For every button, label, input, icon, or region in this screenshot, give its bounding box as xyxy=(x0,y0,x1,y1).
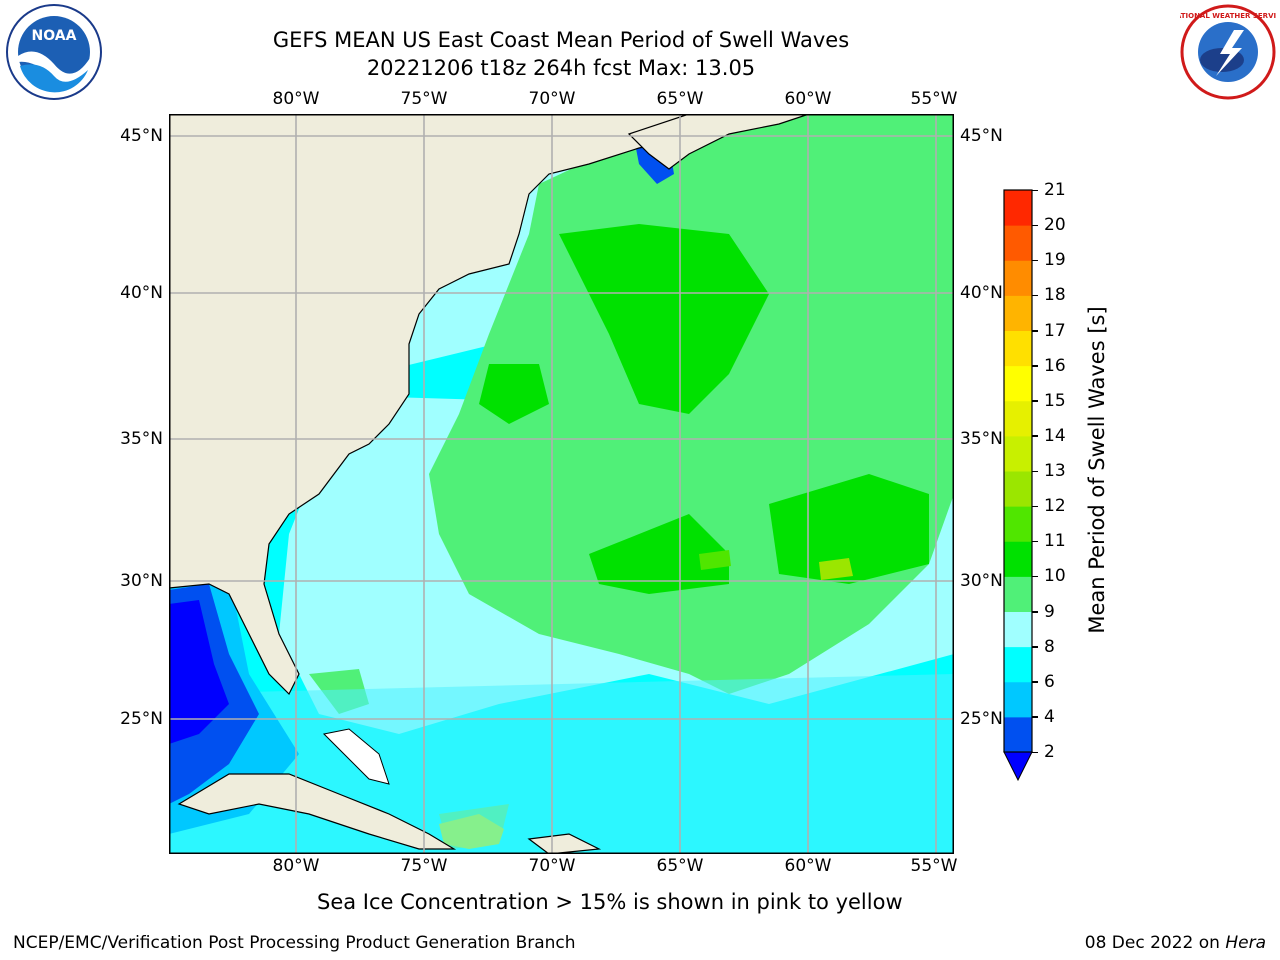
footer-credit: NCEP/EMC/Verification Post Processing Pr… xyxy=(13,933,576,953)
colorbar-segment xyxy=(1004,260,1032,296)
lat-tick-left: 35°N xyxy=(120,429,163,449)
colorbar-tick-label: 11 xyxy=(1044,531,1066,552)
colorbar-tick xyxy=(1032,189,1038,191)
colorbar-tick xyxy=(1032,681,1038,683)
map-frame xyxy=(169,114,954,854)
lon-tick-top: 70°W xyxy=(528,89,576,109)
contour-10-11 xyxy=(559,224,769,414)
colorbar-tick-label: 13 xyxy=(1044,461,1066,481)
colorbar-tick-label: 6 xyxy=(1044,671,1055,692)
colorbar-tick-label: 15 xyxy=(1044,390,1066,411)
colorbar-segment xyxy=(1004,330,1032,367)
colorbar-tick xyxy=(1032,646,1038,648)
colorbar-segment xyxy=(1004,190,1032,226)
lon-tick-bottom: 75°W xyxy=(400,856,448,876)
noaa-logo: NOAA xyxy=(6,4,102,100)
colorbar-tick xyxy=(1032,751,1038,753)
chart-subtitle: 20221206 t18z 264h fcst Max: 13.05 xyxy=(366,56,756,80)
land-north-america xyxy=(169,114,690,696)
colorbar-tick xyxy=(1032,330,1038,332)
lon-tick-bottom: 70°W xyxy=(528,856,576,876)
colorbar-tick-label: 18 xyxy=(1044,285,1066,306)
colorbar-segment xyxy=(1004,611,1032,648)
land-bahamas xyxy=(322,728,390,785)
colorbar-tick-label: 14 xyxy=(1044,425,1066,446)
colorbar-segment xyxy=(1004,400,1032,437)
land-nova-scotia xyxy=(627,114,810,170)
colorbar-segment xyxy=(1004,716,1032,753)
nws-logo-text: NATIONAL WEATHER SERVICE xyxy=(1180,12,1276,20)
colorbar-tick xyxy=(1032,470,1038,472)
lon-tick-top: 80°W xyxy=(272,89,320,109)
lon-tick-bottom: 60°W xyxy=(784,856,832,876)
colorbar-tick-label: 9 xyxy=(1044,601,1055,622)
colorbar-segment xyxy=(1004,681,1032,718)
colorbar-segment xyxy=(1004,435,1032,472)
lat-tick-right: 40°N xyxy=(960,283,1003,303)
colorbar-tick-label: 2 xyxy=(1044,742,1055,762)
colorbar-tick xyxy=(1032,505,1038,508)
colorbar-segment xyxy=(1004,365,1032,402)
chart-title: GEFS MEAN US East Coast Mean Period of S… xyxy=(272,28,850,52)
lat-tick-right: 25°N xyxy=(960,709,1003,729)
colorbar-tick-label: 8 xyxy=(1044,636,1055,657)
colorbar-tick xyxy=(1032,611,1038,613)
nws-logo: NATIONAL WEATHER SERVICE xyxy=(1170,4,1280,100)
footer-date-text: 08 Dec 2022 on xyxy=(1084,933,1226,953)
svg-text:NOAA: NOAA xyxy=(32,28,77,44)
colorbar-tick xyxy=(1032,294,1038,297)
lat-tick-right: 35°N xyxy=(960,429,1003,449)
lon-tick-top: 65°W xyxy=(656,89,704,109)
colorbar-tick xyxy=(1032,400,1038,402)
lon-tick-bottom: 80°W xyxy=(272,856,320,876)
lat-tick-left: 30°N xyxy=(120,571,163,591)
colorbar-segment xyxy=(1004,541,1032,577)
land-cuba xyxy=(177,773,457,850)
colorbar-tick-label: 16 xyxy=(1044,355,1066,376)
colorbar-segment xyxy=(1004,225,1032,261)
lat-tick-right: 30°N xyxy=(960,571,1003,591)
lat-tick-left: 40°N xyxy=(120,283,163,303)
colorbar-tick-label: 4 xyxy=(1044,706,1055,727)
colorbar-tick-label: 21 xyxy=(1044,180,1066,200)
colorbar-title: Mean Period of Swell Waves [s] xyxy=(1085,306,1109,634)
colorbar-segment xyxy=(1004,576,1032,612)
colorbar-tick xyxy=(1032,435,1038,437)
footer-date: 08 Dec 2022 on Hera xyxy=(1085,933,1266,953)
colorbar-segment xyxy=(1004,471,1032,507)
colorbar-tick xyxy=(1032,575,1038,578)
colorbar-tick-label: 12 xyxy=(1044,496,1066,517)
lon-tick-bottom: 65°W xyxy=(656,856,704,876)
colorbar-tick xyxy=(1032,716,1038,718)
colorbar-segment xyxy=(1004,295,1032,331)
colorbar-tick-label: 17 xyxy=(1044,320,1066,341)
colorbar-tick xyxy=(1032,224,1038,227)
colorbar-segment xyxy=(1004,646,1032,683)
land-hispaniola xyxy=(527,833,602,854)
colorbar-under-arrow xyxy=(1003,751,1033,782)
sea-ice-note: Sea Ice Concentration > 15% is shown in … xyxy=(317,890,903,914)
lat-tick-left: 45°N xyxy=(120,126,163,146)
colorbar-segment xyxy=(1004,506,1032,542)
footer-host: Hera xyxy=(1225,933,1266,953)
lat-tick-right: 45°N xyxy=(960,126,1003,146)
colorbar-tick-label: 10 xyxy=(1044,566,1066,587)
colorbar-tick-label: 19 xyxy=(1044,250,1066,271)
graticule xyxy=(169,114,954,854)
colorbar-tick-label: 20 xyxy=(1044,215,1066,236)
lon-tick-top: 60°W xyxy=(784,89,832,109)
colorbar-tick xyxy=(1032,365,1038,367)
lat-tick-left: 25°N xyxy=(120,709,163,729)
map-canvas xyxy=(169,114,954,854)
colorbar-tick xyxy=(1032,259,1038,262)
lon-tick-bottom: 55°W xyxy=(910,856,958,876)
lon-tick-top: 75°W xyxy=(400,89,448,109)
colorbar xyxy=(1003,189,1033,782)
colorbar-tick xyxy=(1032,540,1038,543)
lon-tick-top: 55°W xyxy=(910,89,958,109)
